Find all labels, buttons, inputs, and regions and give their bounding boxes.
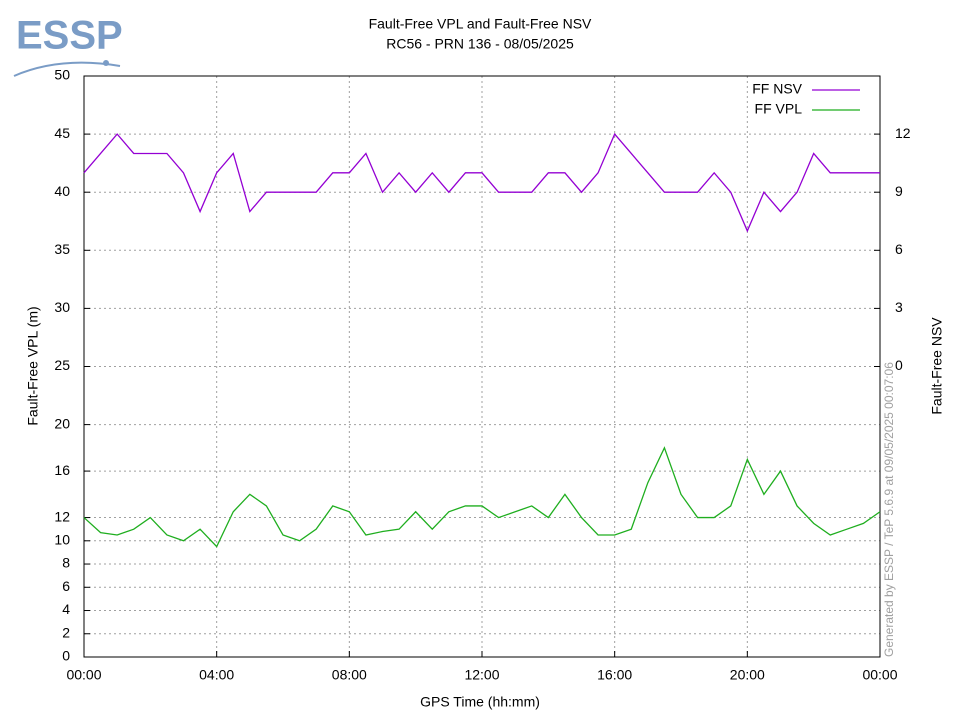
x-tick-label: 16:00 (597, 667, 632, 683)
chart-subtitle: RC56 - PRN 136 - 08/05/2025 (386, 36, 574, 52)
x-tick-label: 00:00 (66, 667, 101, 683)
legend-label: FF VPL (755, 101, 803, 117)
y-tick-label: 12 (54, 508, 70, 524)
y-tick-label: 35 (54, 241, 70, 257)
y-axis-label: Fault-Free VPL (m) (25, 306, 41, 425)
y-tick-label: 10 (54, 532, 70, 548)
y-tick-label: 45 (54, 125, 70, 141)
y2-tick-label: 12 (895, 125, 911, 141)
y2-tick-label: 3 (895, 299, 903, 315)
y2-tick-label: 0 (895, 357, 903, 373)
credit: Generated by ESSP / TeP 5.6.9 at 09/05/2… (882, 362, 896, 657)
legend-label: FF NSV (752, 81, 802, 97)
series-line (83, 446, 881, 548)
y-tick-label: 4 (62, 601, 70, 617)
y-tick-label: 30 (54, 299, 70, 315)
x-tick-label: 20:00 (730, 667, 765, 683)
logo: ESSP (16, 14, 123, 58)
x-tick-label: 08:00 (332, 667, 367, 683)
y-tick-label: 16 (54, 462, 70, 478)
y-tick-label: 8 (62, 555, 70, 571)
y-tick-label: 50 (54, 67, 70, 83)
y2-tick-label: 9 (895, 183, 903, 199)
y-tick-label: 40 (54, 183, 70, 199)
series-line (83, 132, 880, 233)
x-tick-label: 00:00 (862, 667, 897, 683)
logo-dot (103, 60, 109, 66)
y-tick-label: 2 (62, 624, 70, 640)
x-tick-label: 04:00 (199, 667, 234, 683)
y2-tick-label: 6 (895, 241, 903, 257)
y-tick-label: 0 (62, 648, 70, 664)
plot-frame (83, 75, 881, 658)
y-tick-label: 25 (54, 357, 70, 373)
y2-axis-label: Fault-Free NSV (929, 317, 945, 415)
x-axis-label: GPS Time (hh:mm) (420, 694, 540, 710)
chart-title: Fault-Free VPL and Fault-Free NSV (369, 16, 592, 32)
y-tick-label: 20 (54, 415, 70, 431)
x-tick-label: 12:00 (464, 667, 499, 683)
y-tick-label: 6 (62, 578, 70, 594)
